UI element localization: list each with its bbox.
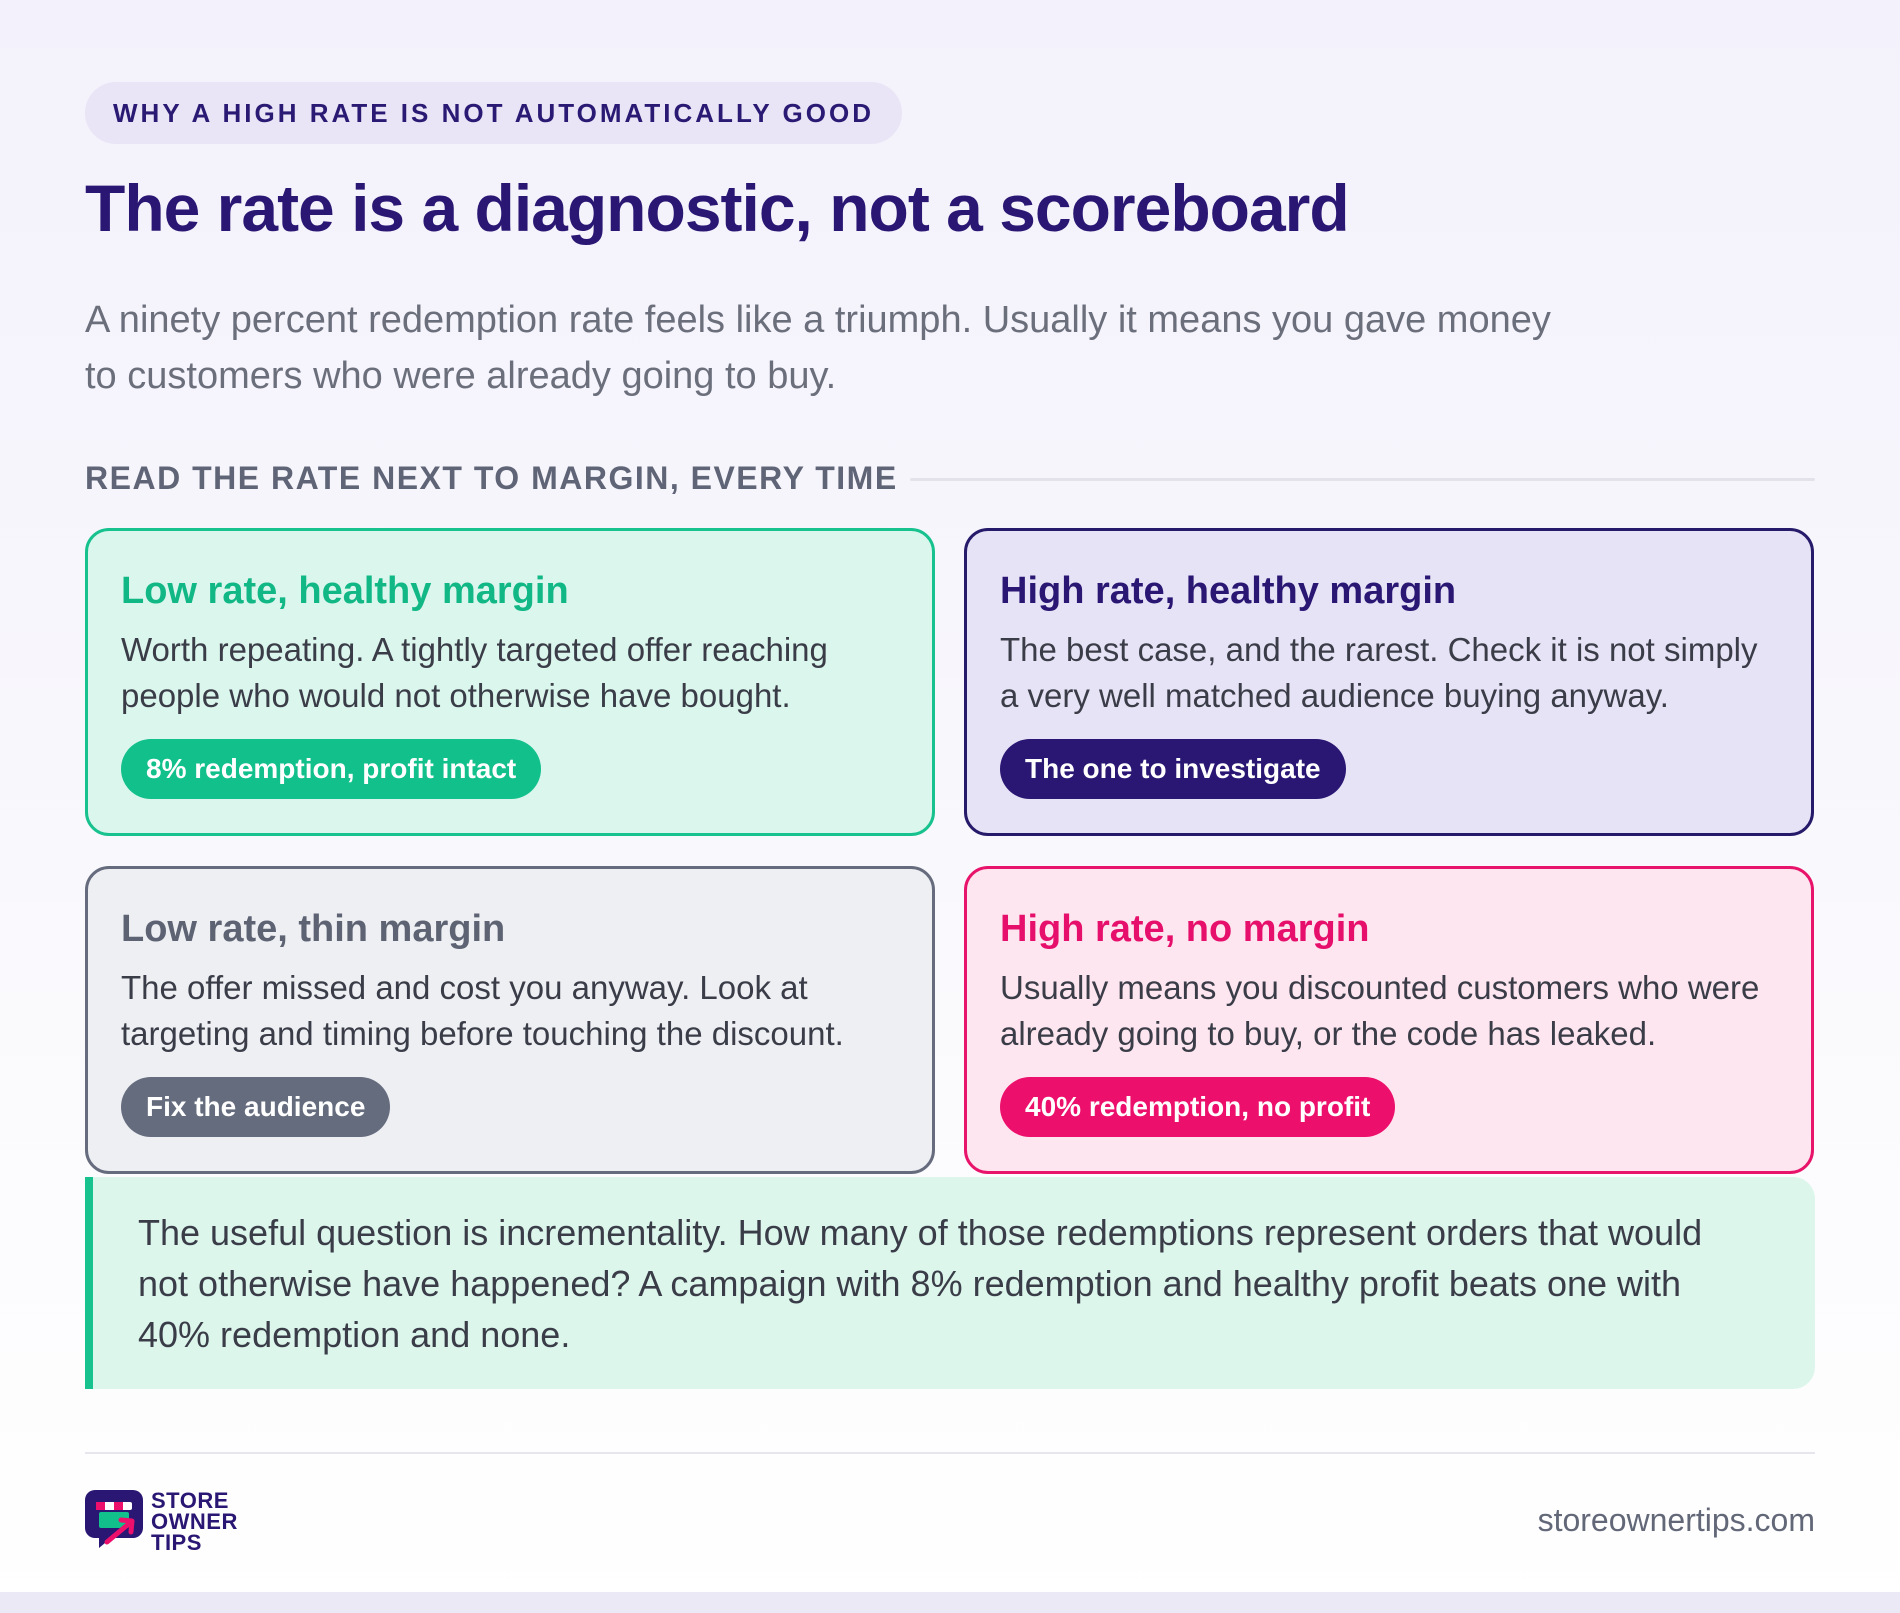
- card-body: The offer missed and cost you anyway. Lo…: [121, 969, 844, 1052]
- section-label: READ THE RATE NEXT TO MARGIN, EVERY TIME: [85, 460, 898, 496]
- footer-divider: [85, 1452, 1815, 1454]
- card-low-rate-healthy-margin: Low rate, healthy margin Worth repeating…: [85, 528, 935, 836]
- site-link[interactable]: storeownertips.com: [1537, 1502, 1815, 1538]
- logo-line: STORE: [151, 1488, 229, 1513]
- card-high-rate-healthy-margin: High rate, healthy margin The best case,…: [964, 528, 1814, 836]
- card-low-rate-thin-margin: Low rate, thin margin The offer missed a…: [85, 866, 935, 1174]
- card-title: Low rate, thin margin: [121, 908, 506, 950]
- card-high-rate-no-margin: High rate, no margin Usually means you d…: [964, 866, 1814, 1174]
- logo-line: OWNER: [151, 1509, 238, 1534]
- eyebrow-badge: WHY A HIGH RATE IS NOT AUTOMATICALLY GOO…: [85, 82, 902, 144]
- logo-wordmark: STORE OWNER TIPS: [151, 1488, 238, 1555]
- card-tag: 40% redemption, no profit: [1000, 1077, 1396, 1137]
- card-title: High rate, healthy margin: [1000, 570, 1457, 612]
- card-body: Usually means you discounted customers w…: [1000, 969, 1760, 1052]
- card-body: Worth repeating. A tightly targeted offe…: [121, 631, 828, 714]
- card-tag: The one to investigate: [1000, 739, 1346, 799]
- card-title: High rate, no margin: [1000, 908, 1370, 950]
- card-tag: 8% redemption, profit intact: [121, 739, 542, 799]
- storefront-chat-icon: [85, 1490, 143, 1548]
- card-tag: Fix the audience: [121, 1077, 391, 1137]
- section-divider: [910, 478, 1815, 481]
- bottom-strip: [0, 1592, 1900, 1613]
- callout-note: The useful question is incrementality. H…: [85, 1177, 1815, 1389]
- brand-logo[interactable]: STORE OWNER TIPS: [85, 1488, 245, 1554]
- page-subtitle: A ninety percent redemption rate feels l…: [85, 299, 1551, 397]
- page-title: The rate is a diagnostic, not a scoreboa…: [85, 171, 1350, 245]
- card-body: The best case, and the rarest. Check it …: [1000, 631, 1758, 714]
- card-title: Low rate, healthy margin: [121, 570, 569, 612]
- logo-line: TIPS: [151, 1530, 202, 1555]
